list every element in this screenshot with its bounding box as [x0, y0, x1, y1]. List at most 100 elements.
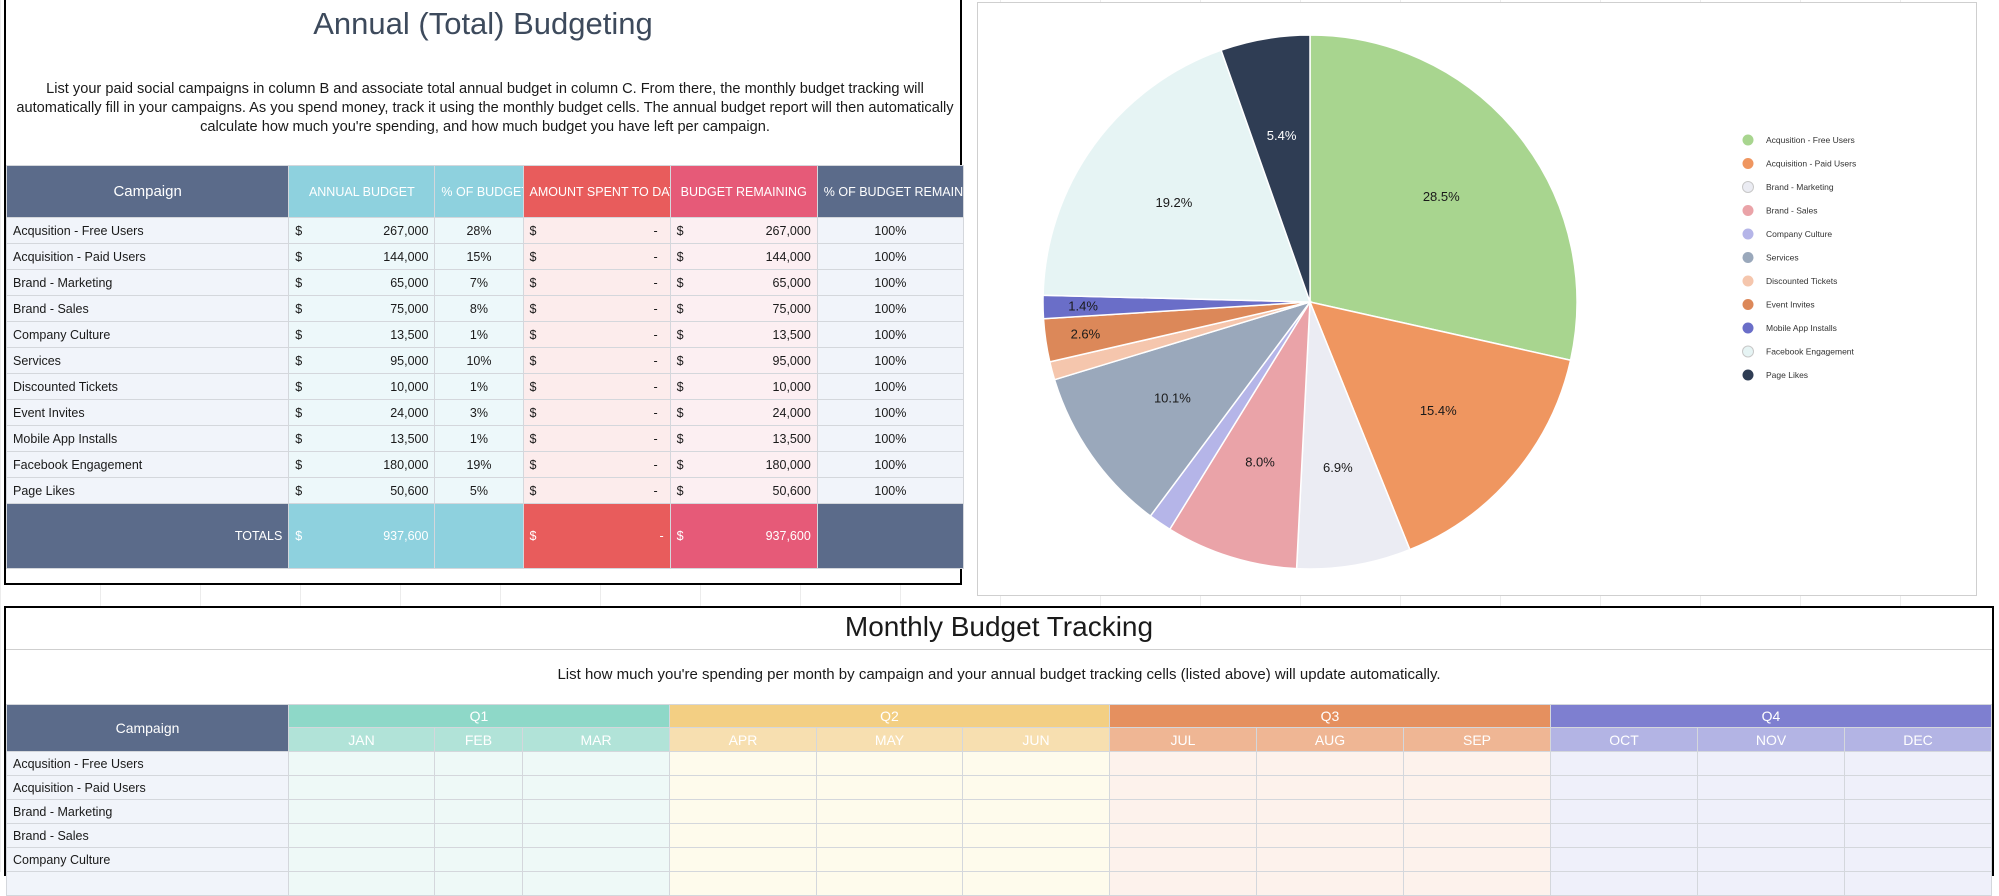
header-campaign[interactable]: Campaign: [5, 165, 290, 218]
month-spend-cell[interactable]: [1844, 871, 1992, 896]
pct-budget-cell[interactable]: 1%: [434, 321, 524, 348]
budget-remaining-cell[interactable]: $24,000: [669, 399, 818, 426]
month-spend-cell[interactable]: [1550, 871, 1698, 896]
month-spend-cell[interactable]: [1403, 871, 1551, 896]
pct-budget-cell[interactable]: 15%: [434, 243, 524, 270]
quarter-header-q4[interactable]: Q4: [1550, 704, 1992, 728]
month-spend-cell[interactable]: [816, 751, 963, 776]
budget-pie-chart[interactable]: 28.5% 15.4% 6.9% 8.0% 10.1% 2.6% 1.4% 19.2% 5.4%…: [977, 2, 1977, 596]
legend-label[interactable]: Mobile App Installs: [1766, 323, 1837, 333]
month-spend-cell[interactable]: [1697, 751, 1845, 776]
month-header-mar[interactable]: MAR: [522, 727, 670, 752]
campaign-cell[interactable]: Acqusition - Free Users: [6, 751, 289, 776]
legend-label[interactable]: Services: [1766, 253, 1799, 263]
month-spend-cell[interactable]: [1844, 823, 1992, 848]
pie-slice[interactable]: [1168, 301, 1311, 570]
month-spend-cell[interactable]: [1550, 751, 1698, 776]
campaign-cell[interactable]: Brand - Sales: [6, 823, 289, 848]
header-pct-budget[interactable]: % OF BUDGET: [434, 165, 524, 218]
month-spend-cell[interactable]: [962, 799, 1110, 824]
campaign-cell[interactable]: Event Invites: [5, 399, 290, 426]
month-spend-cell[interactable]: [1256, 823, 1404, 848]
pct-remaining-cell[interactable]: 100%: [816, 269, 965, 296]
month-spend-cell[interactable]: [522, 799, 670, 824]
legend-label[interactable]: Brand - Marketing: [1766, 182, 1834, 192]
month-spend-cell[interactable]: [1256, 847, 1404, 872]
month-spend-cell[interactable]: [288, 799, 435, 824]
amount-spent-cell[interactable]: $ -: [522, 373, 671, 400]
month-spend-cell[interactable]: [288, 775, 435, 800]
month-spend-cell[interactable]: [669, 871, 817, 896]
month-spend-cell[interactable]: [669, 751, 817, 776]
totals-remaining[interactable]: $937,600: [669, 503, 818, 569]
month-spend-cell[interactable]: [522, 775, 670, 800]
annual-budget-cell[interactable]: $144,000: [288, 243, 436, 270]
month-header-feb[interactable]: FEB: [434, 727, 523, 752]
amount-spent-cell[interactable]: $ -: [522, 451, 671, 478]
pct-remaining-cell[interactable]: 100%: [816, 399, 965, 426]
month-spend-cell[interactable]: [816, 871, 963, 896]
pct-budget-cell[interactable]: 5%: [434, 477, 524, 504]
month-spend-cell[interactable]: [816, 775, 963, 800]
amount-spent-cell[interactable]: $ -: [522, 477, 671, 504]
header-amount-spent[interactable]: AMOUNT SPENT TO DATE: [522, 165, 671, 218]
annual-budget-cell[interactable]: $65,000: [288, 269, 436, 296]
legend-label[interactable]: Acqusition - Free Users: [1766, 135, 1855, 145]
month-spend-cell[interactable]: [1109, 775, 1257, 800]
campaign-cell[interactable]: Mobile App Installs: [5, 425, 290, 452]
month-spend-cell[interactable]: [434, 799, 523, 824]
amount-spent-cell[interactable]: $ -: [522, 217, 671, 244]
annual-budget-cell[interactable]: $50,600: [288, 477, 436, 504]
month-header-may[interactable]: MAY: [816, 727, 963, 752]
month-spend-cell[interactable]: [1844, 847, 1992, 872]
pct-budget-cell[interactable]: 3%: [434, 399, 524, 426]
amount-spent-cell[interactable]: $ -: [522, 243, 671, 270]
pie-slice[interactable]: [1309, 34, 1578, 362]
month-spend-cell[interactable]: [1697, 775, 1845, 800]
month-spend-cell[interactable]: [1550, 823, 1698, 848]
month-spend-cell[interactable]: [1550, 775, 1698, 800]
month-spend-cell[interactable]: [1697, 847, 1845, 872]
pct-remaining-cell[interactable]: 100%: [816, 217, 965, 244]
month-spend-cell[interactable]: [1256, 871, 1404, 896]
pie-slice[interactable]: [1053, 300, 1312, 518]
month-spend-cell[interactable]: [1256, 775, 1404, 800]
month-spend-cell[interactable]: [816, 799, 963, 824]
month-header-apr[interactable]: APR: [669, 727, 817, 752]
amount-spent-cell[interactable]: $ -: [522, 347, 671, 374]
pct-budget-cell[interactable]: 10%: [434, 347, 524, 374]
month-spend-cell[interactable]: [816, 823, 963, 848]
month-header-jun[interactable]: JUN: [962, 727, 1110, 752]
campaign-cell[interactable]: Company Culture: [6, 847, 289, 872]
budget-remaining-cell[interactable]: $13,500: [669, 321, 818, 348]
pct-remaining-cell[interactable]: 100%: [816, 477, 965, 504]
pct-remaining-cell[interactable]: 100%: [816, 295, 965, 322]
month-spend-cell[interactable]: [1403, 751, 1551, 776]
budget-remaining-cell[interactable]: $10,000: [669, 373, 818, 400]
pct-budget-cell[interactable]: 7%: [434, 269, 524, 296]
budget-remaining-cell[interactable]: $95,000: [669, 347, 818, 374]
month-spend-cell[interactable]: [434, 871, 523, 896]
month-spend-cell[interactable]: [522, 751, 670, 776]
month-spend-cell[interactable]: [962, 823, 1110, 848]
totals-label[interactable]: TOTALS: [5, 503, 290, 569]
pct-budget-cell[interactable]: 19%: [434, 451, 524, 478]
budget-remaining-cell[interactable]: $144,000: [669, 243, 818, 270]
month-spend-cell[interactable]: [1844, 751, 1992, 776]
campaign-cell[interactable]: Page Likes: [5, 477, 290, 504]
totals-pct-remaining[interactable]: [816, 503, 965, 569]
month-spend-cell[interactable]: [1109, 751, 1257, 776]
amount-spent-cell[interactable]: $ -: [522, 321, 671, 348]
budget-remaining-cell[interactable]: $267,000: [669, 217, 818, 244]
month-spend-cell[interactable]: [434, 823, 523, 848]
month-header-aug[interactable]: AUG: [1256, 727, 1404, 752]
budget-remaining-cell[interactable]: $75,000: [669, 295, 818, 322]
month-spend-cell[interactable]: [669, 775, 817, 800]
month-spend-cell[interactable]: [1403, 799, 1551, 824]
month-spend-cell[interactable]: [962, 871, 1110, 896]
campaign-cell[interactable]: Discounted Tickets: [5, 373, 290, 400]
budget-remaining-cell[interactable]: $65,000: [669, 269, 818, 296]
pct-remaining-cell[interactable]: 100%: [816, 451, 965, 478]
pct-budget-cell[interactable]: 28%: [434, 217, 524, 244]
month-spend-cell[interactable]: [1697, 871, 1845, 896]
